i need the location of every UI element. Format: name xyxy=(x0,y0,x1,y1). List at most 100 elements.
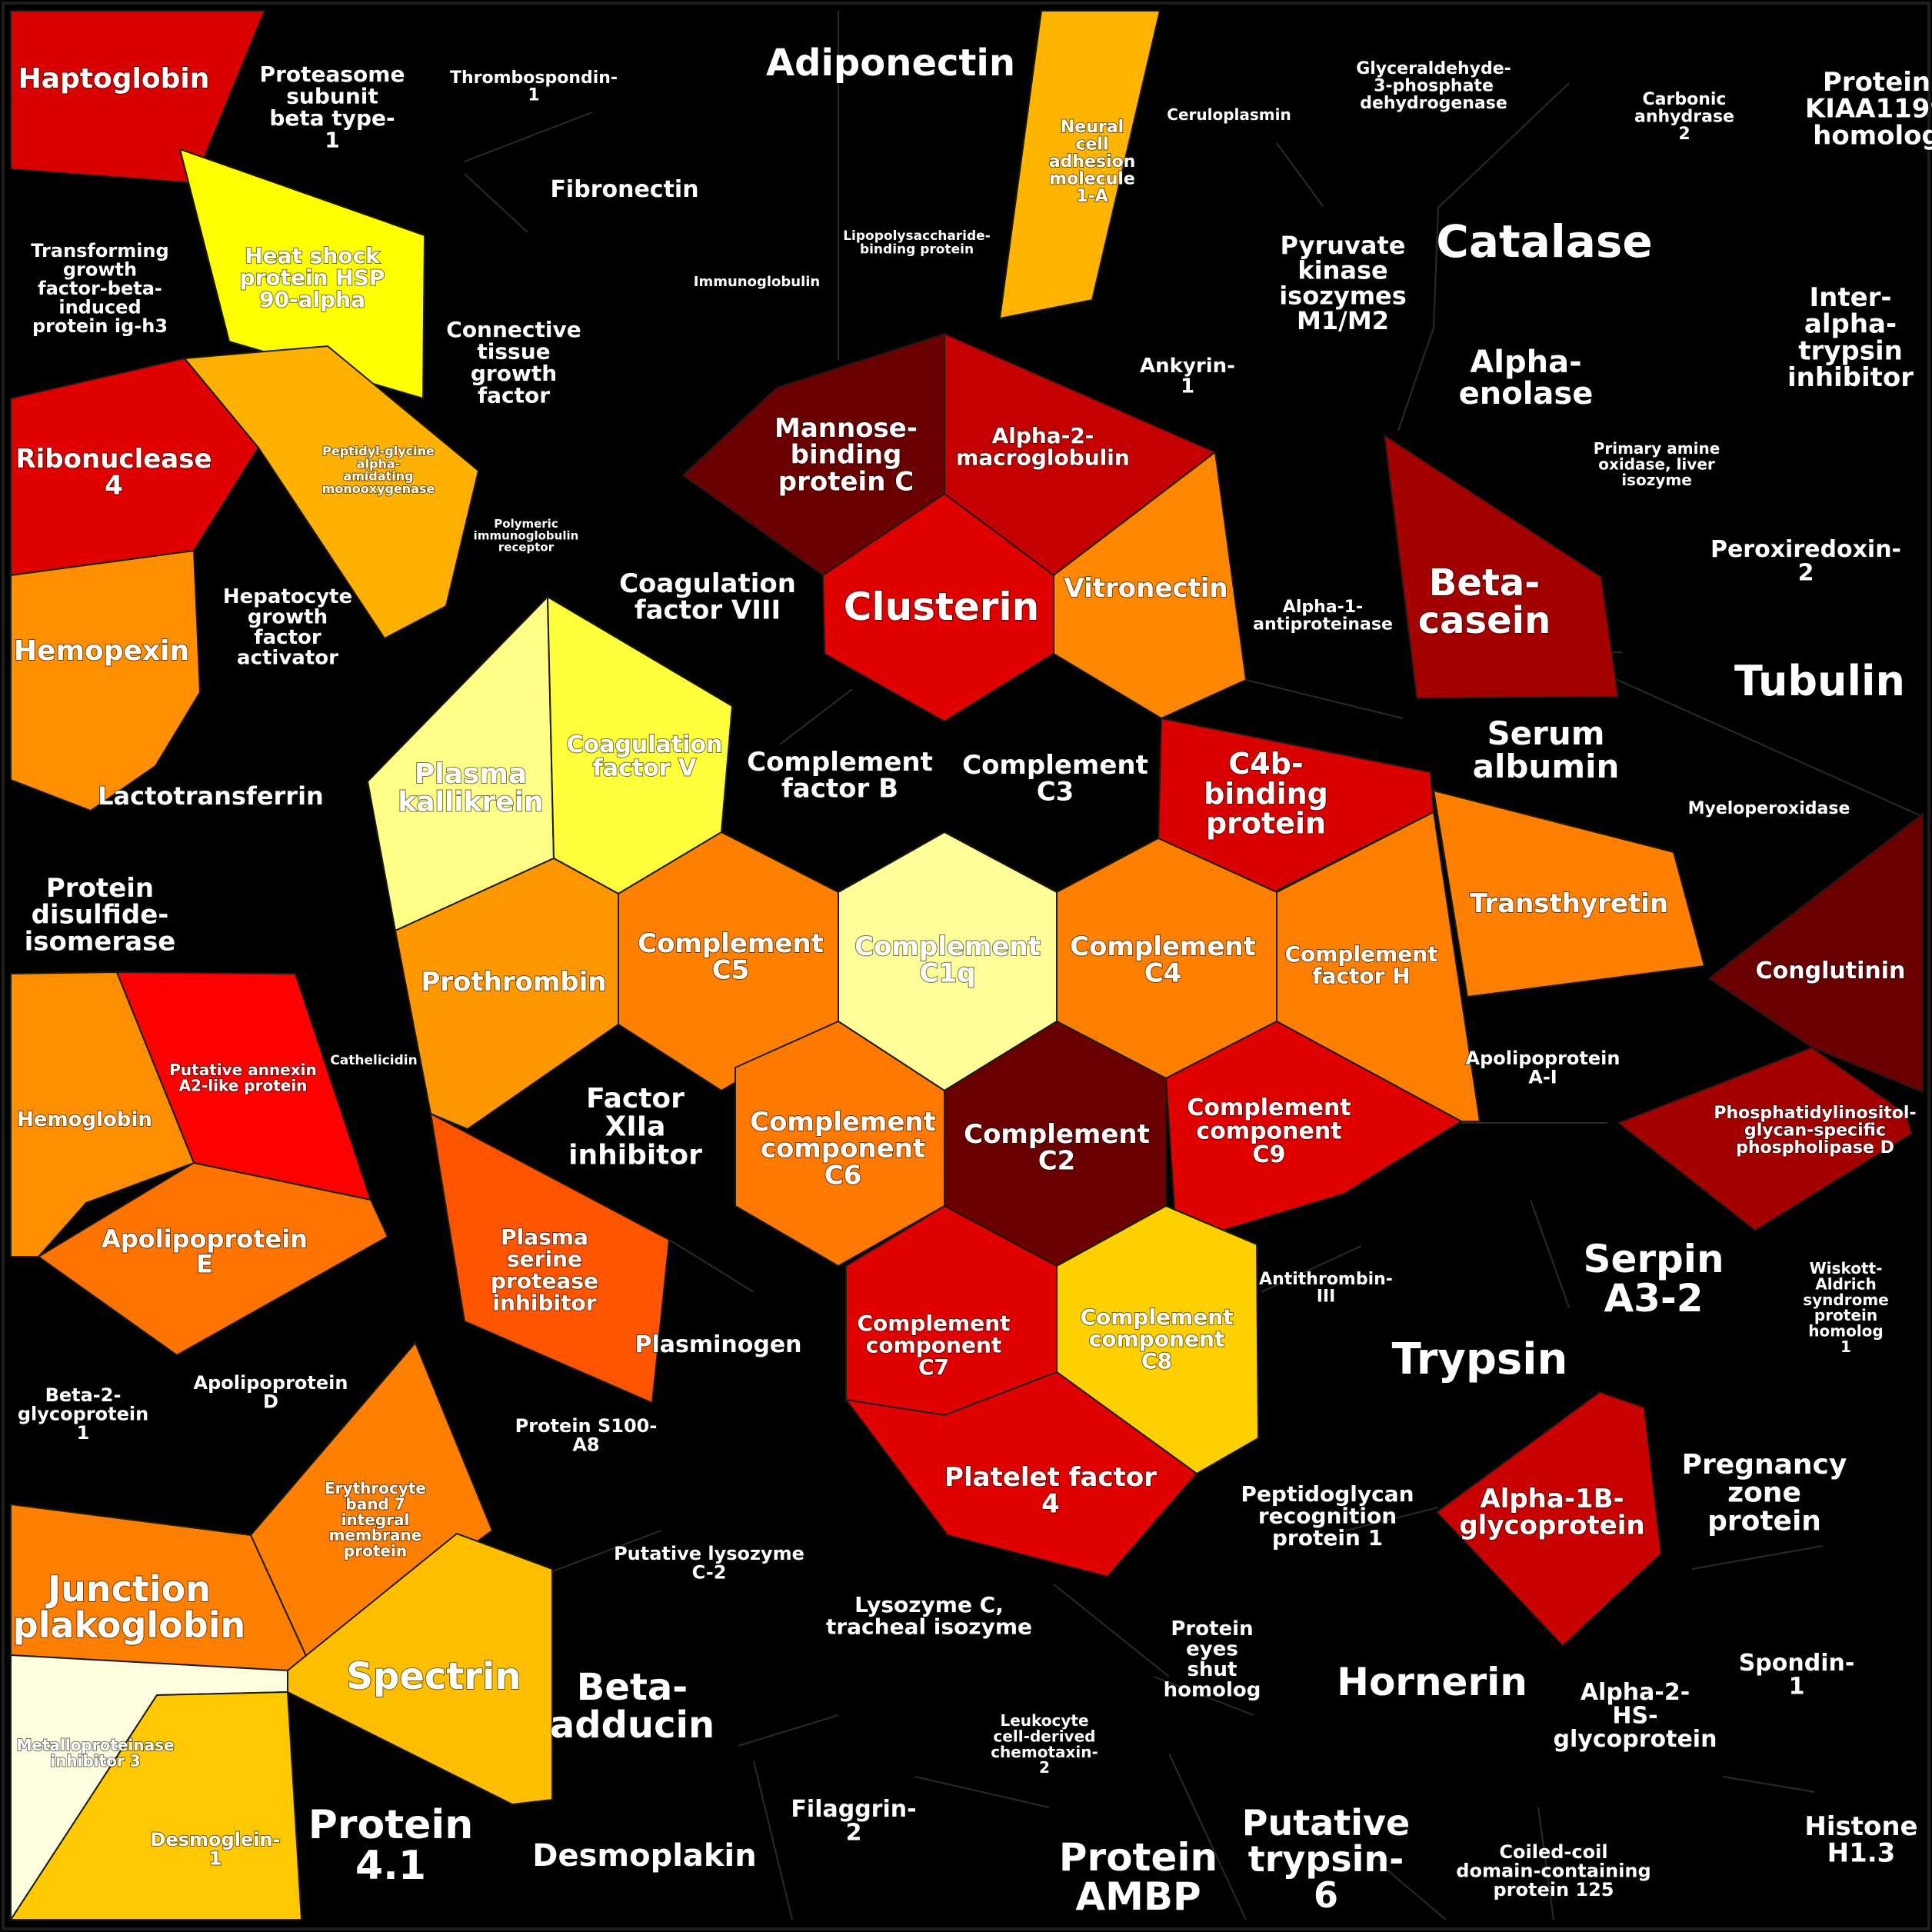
cell-label-antithrombin: Antithrombin-III xyxy=(1259,1270,1393,1306)
cell-label-ankyrin: Ankyrin-1 xyxy=(1140,355,1235,398)
cell-hemopexin[interactable] xyxy=(10,549,202,812)
cell-label-c4bp: C4b-binding protein xyxy=(1204,747,1328,841)
cell-label-myeloperoxidase: Myeloperoxidase xyxy=(1688,799,1850,818)
cell-conglutinin[interactable] xyxy=(1707,811,1924,1094)
cell-label-anxa2: Putative annexin A2-like protein xyxy=(169,1061,316,1094)
cell-label-apoe: Apolipoprotein E xyxy=(102,1224,308,1279)
cell-label-betaadducin: Beta-adducin xyxy=(550,1666,715,1747)
cell-label-c2: Complement C2 xyxy=(964,1119,1150,1177)
cell-label-coag5: Coagulation factor V xyxy=(567,731,723,782)
cell-separator xyxy=(1345,1507,1439,1531)
cell-separator xyxy=(738,1714,839,1747)
cell-label-c9: Complement component C9 xyxy=(1187,1094,1351,1168)
cell-label-hornerin: Hornerin xyxy=(1337,1660,1527,1704)
cell-label-a1bg: Alpha-1B-glycoprotein xyxy=(1459,1484,1644,1541)
cell-vitronectin[interactable] xyxy=(1053,451,1247,720)
cell-separator xyxy=(753,1760,793,1920)
cell-separator xyxy=(1276,142,1324,207)
cell-pf4[interactable] xyxy=(844,1371,1198,1578)
cell-label-prothrombin: Prothrombin xyxy=(421,967,606,998)
cell-separator xyxy=(1610,676,1920,816)
cell-label-f12i: Factor XIIa inhibitor xyxy=(568,1083,702,1171)
cell-label-c8: Complement component C8 xyxy=(1080,1304,1233,1374)
cell-separator xyxy=(1537,1807,1554,1920)
cell-label-hsp90: Heat shock protein HSP 90-alpha xyxy=(240,243,385,312)
cell-cfh[interactable] xyxy=(1276,811,1481,1122)
cell-separator xyxy=(1722,1776,1816,1793)
cell-label-b2gp1: Beta-2-glycoprotein 1 xyxy=(18,1384,148,1444)
cell-label-hemoglobin: Hemoglobin xyxy=(17,1108,152,1131)
cell-separator xyxy=(1691,1545,1824,1570)
cell-betacasein[interactable] xyxy=(1383,433,1620,700)
cell-transthyretin[interactable] xyxy=(1432,789,1706,998)
cell-label-catalase: Catalase xyxy=(1436,215,1652,268)
cell-label-betacasein: Beta-casein xyxy=(1418,561,1551,642)
cell-apoe[interactable] xyxy=(37,1161,389,1357)
cell-label-carbonic: Carbonic anhydrase 2 xyxy=(1634,90,1734,144)
cell-separator xyxy=(1437,82,1570,208)
cell-label-cathelicidin: Cathelicidin xyxy=(330,1053,417,1068)
cell-label-trypsin6: Putative trypsin-6 xyxy=(1242,1802,1410,1916)
cell-label-pspi: Plasma serine protease inhibitor xyxy=(491,1224,598,1316)
cell-label-pam: Peptidyl-glycine alpha-amidating monooxyge… xyxy=(322,444,435,496)
cell-label-pigr: Polymeric immunoglobulin receptor xyxy=(474,517,579,555)
cell-gpld1[interactable] xyxy=(1617,1046,1914,1232)
cell-separator xyxy=(914,1776,1050,1808)
cell-label-immunoglobulin: Immunoglobulin xyxy=(694,274,820,290)
cell-label-ceruloplasmin: Ceruloplasmin xyxy=(1167,105,1291,124)
cell-separator xyxy=(1376,1860,1447,1920)
cell-label-vitronectin: Vitronectin xyxy=(1064,573,1227,604)
cell-label-proteasome: Proteasome subunit beta type-1 xyxy=(260,62,405,153)
cell-pam[interactable] xyxy=(183,345,480,640)
cell-polygons xyxy=(9,10,1924,1923)
cell-label-peroxiredoxin: Peroxiredoxin-2 xyxy=(1710,536,1901,587)
cell-hsp90[interactable] xyxy=(178,148,426,400)
cell-label-albumin: Serum albumin xyxy=(1473,715,1620,785)
cell-separator xyxy=(779,688,853,745)
cell-label-c4: Complement C4 xyxy=(1070,931,1256,989)
cell-label-desmoplakin: Desmoplakin xyxy=(532,1838,756,1874)
cell-separator xyxy=(1530,1199,1570,1308)
cell-a1bg[interactable] xyxy=(1435,1391,1663,1647)
cell-labels: Haptoglobin Proteasome subunit beta type-1 T… xyxy=(12,41,1932,1920)
cell-label-fibronectin: Fibronectin xyxy=(550,176,698,203)
cell-label-pzp: Pregnancy zone protein xyxy=(1682,1449,1847,1537)
cell-label-plasminogen: Plasminogen xyxy=(635,1331,801,1358)
cell-label-apoa1: Apolipoprotein A-I xyxy=(1466,1048,1621,1088)
cell-label-enolase: Alpha-enolase xyxy=(1459,345,1594,411)
cell-label-transthyretin: Transthyretin xyxy=(1470,888,1668,919)
cell-label-clusterin: Clusterin xyxy=(844,585,1039,629)
cell-label-s100a8: Protein S100-A8 xyxy=(515,1415,658,1455)
cell-label-kallikrein: Plasma kallikrein xyxy=(398,758,543,818)
cell-label-cfh: Complement factor H xyxy=(1284,941,1437,989)
cell-separator xyxy=(1433,207,1439,328)
cell-label-tgfbi: Transforming growth factor-beta-induced pro… xyxy=(31,240,168,337)
cell-ncam[interactable] xyxy=(998,10,1161,320)
cell-separator xyxy=(1153,1676,1254,1716)
cell-separator xyxy=(1168,1753,1247,1920)
cell-label-c5: Complement C5 xyxy=(638,928,824,986)
cell-separator xyxy=(1397,327,1434,431)
cell-label-timp3: Metalloproteinase inhibitor 3 xyxy=(16,1736,174,1770)
cell-label-kiaa1199: ProteinKIAA1199homolog xyxy=(1805,67,1932,151)
cell-label-hemopexin: Hemopexin xyxy=(14,635,189,667)
cell-ribonuclease[interactable] xyxy=(10,357,260,577)
cell-label-conglutinin: Conglutinin xyxy=(1756,958,1906,984)
cell-separator xyxy=(1261,1245,1362,1293)
cell-label-apod: Apolipoprotein D xyxy=(194,1372,348,1412)
cell-label-ccdc125: Coiled-coil domain-containing protein 125 xyxy=(1456,1841,1651,1900)
cell-label-lbp: Lipopolysaccharide-binding protein xyxy=(843,228,991,257)
cell-label-ncam: Neural cell adhesion molecule 1-A xyxy=(1049,118,1136,206)
cell-pspi[interactable] xyxy=(429,1112,671,1404)
cell-label-wasp: Wiskott-Aldrich syndrome protein homolog 1 xyxy=(1803,1259,1889,1356)
cell-label-coag8: Coagulation factor VIII xyxy=(619,568,796,626)
cell-label-pglyrp1: Peptidoglycan recognition protein 1 xyxy=(1241,1481,1414,1551)
cell-label-c6: Complement component C6 xyxy=(750,1107,936,1191)
cell-desmoglein[interactable] xyxy=(9,1690,303,1920)
cell-label-spectrin: Spectrin xyxy=(346,1655,521,1698)
cell-label-spondin: Spondin-1 xyxy=(1739,1650,1855,1700)
cell-label-a2m: Alpha-2-macroglobulin xyxy=(956,423,1130,471)
cell-label-ribonuclease: Ribonuclease 4 xyxy=(15,444,212,501)
